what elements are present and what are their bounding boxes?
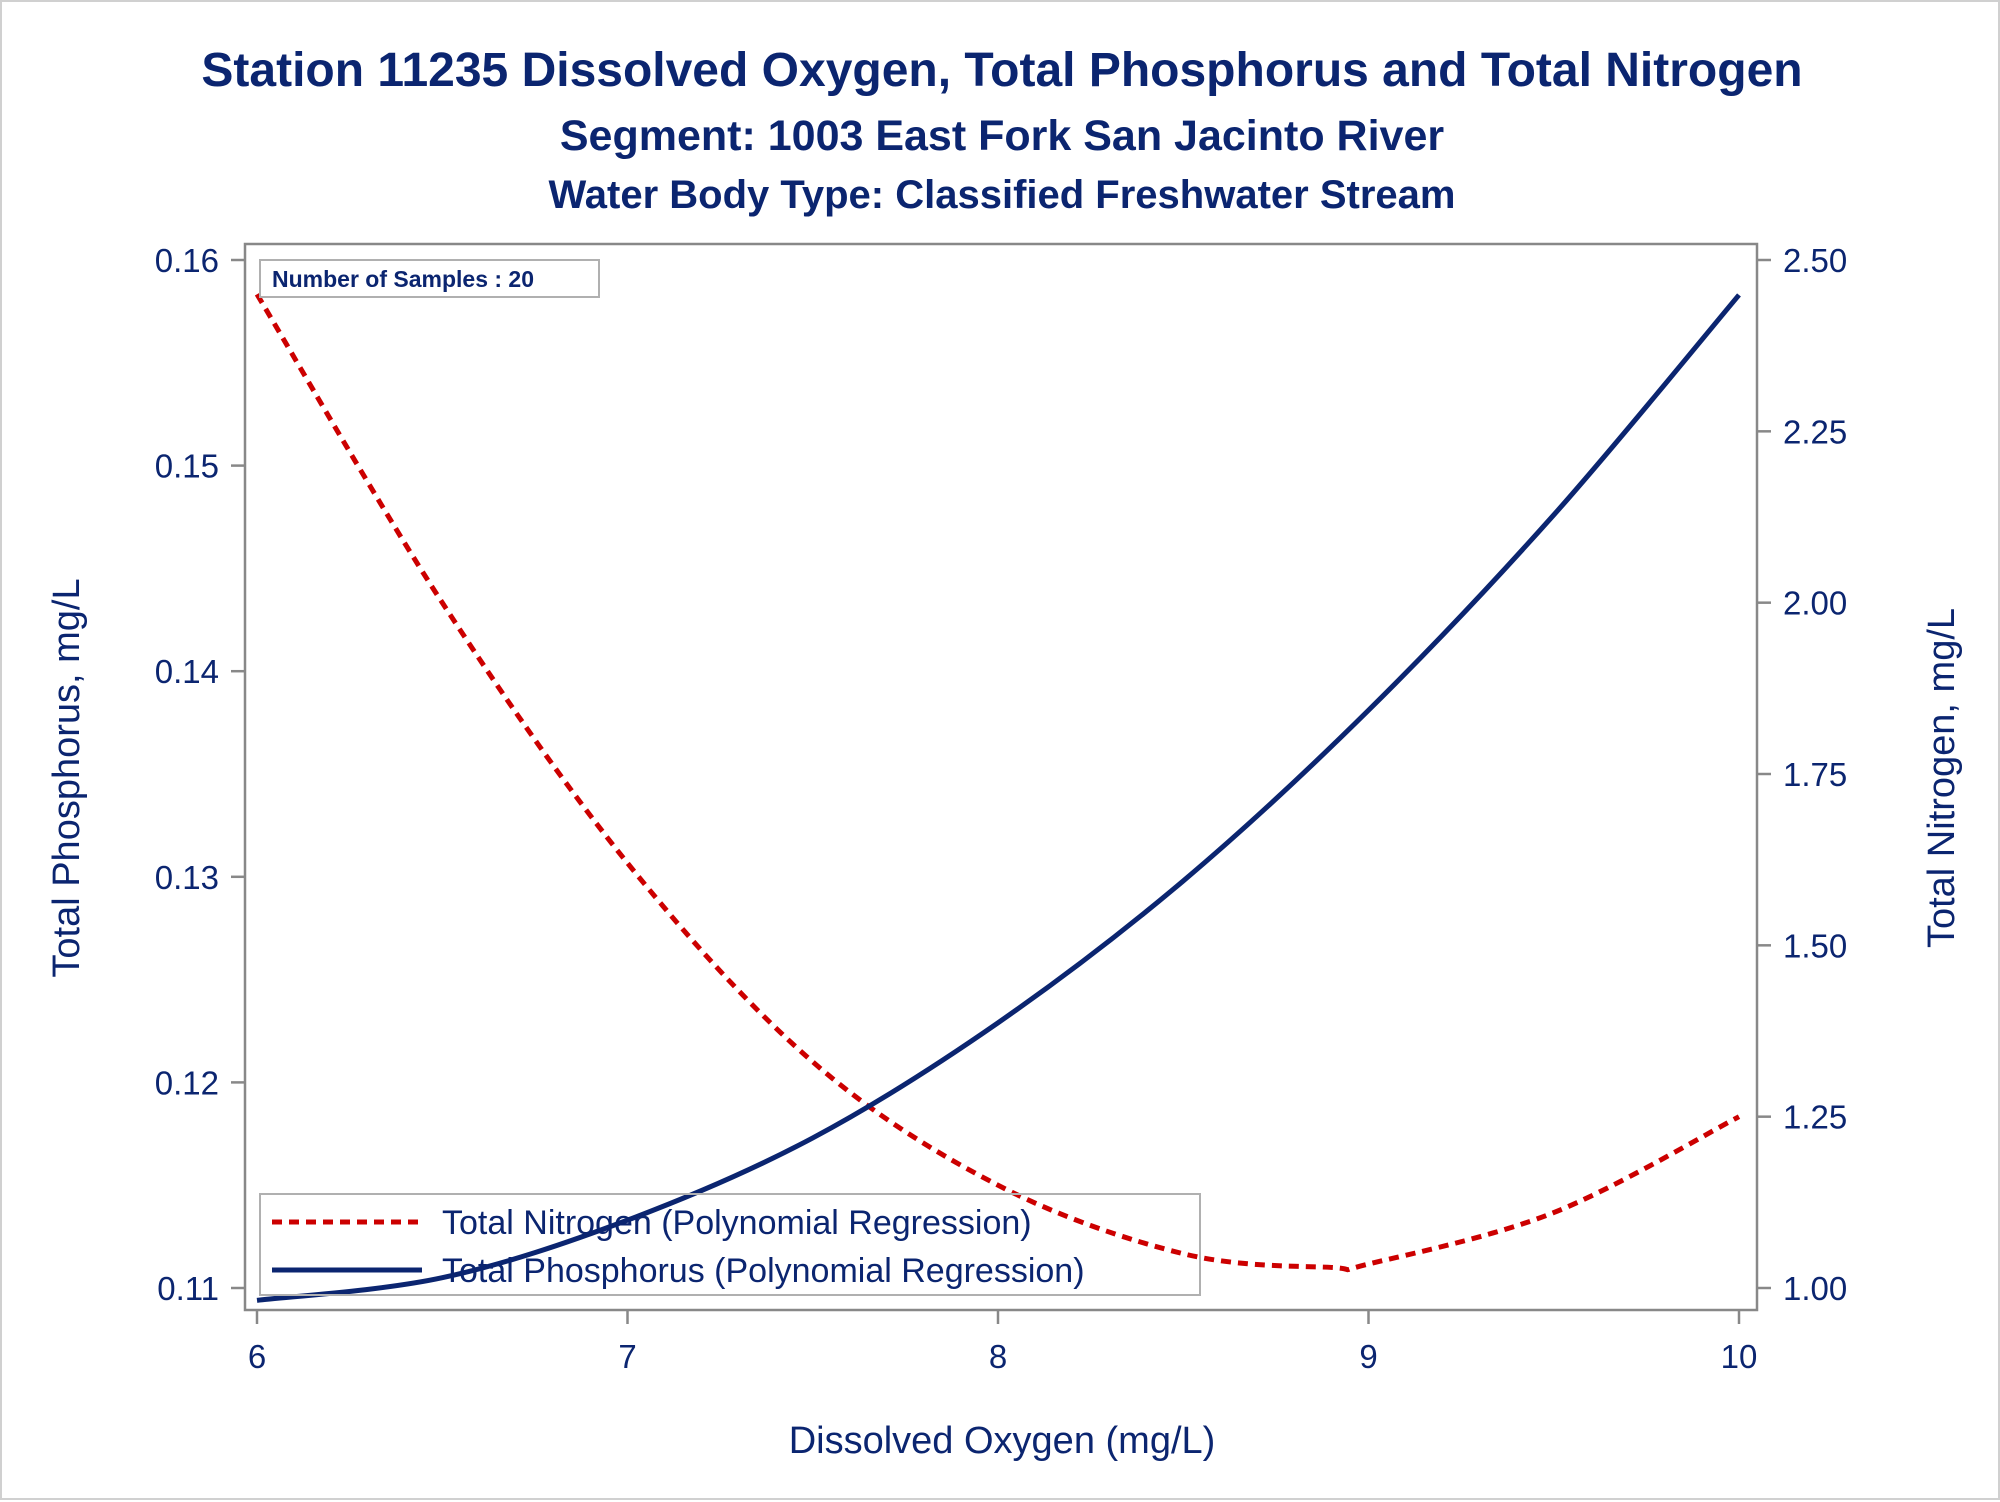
y-axis-left: 0.11 0.12 0.13 0.14 0.15 0.16 — [155, 242, 245, 1307]
y-tick-label: 0.11 — [157, 1270, 219, 1307]
legend-label-nitrogen: Total Nitrogen (Polynomial Regression) — [442, 1204, 1032, 1242]
y2-tick-label: 2.25 — [1783, 413, 1847, 450]
y2-tick-label: 2.50 — [1783, 242, 1847, 279]
x-axis: 6 7 8 9 10 — [248, 1310, 1758, 1375]
x-tick-label: 8 — [989, 1338, 1007, 1375]
y2-tick-label: 1.50 — [1783, 927, 1847, 964]
y2-tick-label: 2.00 — [1783, 585, 1847, 622]
y2-tick-label: 1.75 — [1783, 756, 1847, 793]
chart-subtitle: Segment: 1003 East Fork San Jacinto Rive… — [560, 112, 1444, 160]
y-tick-label: 0.14 — [155, 653, 219, 690]
y-tick-label: 0.15 — [155, 448, 219, 485]
x-axis-label: Dissolved Oxygen (mg/L) — [789, 1420, 1216, 1462]
series-layer — [254, 292, 1741, 1303]
series-line-phosphorus — [256, 293, 1741, 1303]
legend-label-phosphorus: Total Phosphorus (Polynomial Regression) — [442, 1252, 1085, 1290]
y2-tick-label: 1.00 — [1783, 1270, 1847, 1307]
y-axis-label: Total Phosphorus, mg/L — [46, 578, 88, 977]
y-tick-label: 0.13 — [155, 859, 219, 896]
x-tick-label: 6 — [248, 1338, 266, 1375]
y2-tick-label: 1.25 — [1783, 1099, 1847, 1136]
samples-inset-box — [259, 259, 600, 298]
plot-area-border — [243, 242, 1759, 1312]
samples-inset-text: Number of Samples : 20 — [272, 266, 534, 292]
chart-title: Station 11235 Dissolved Oxygen, Total Ph… — [201, 44, 1802, 97]
x-tick-label: 7 — [618, 1338, 636, 1375]
y2-axis-label: Total Nitrogen, mg/L — [1921, 608, 1963, 948]
y-axis-right: 1.00 1.25 1.50 1.75 2.00 2.25 2.50 — [1757, 242, 1847, 1307]
x-tick-label: 9 — [1359, 1338, 1377, 1375]
x-tick-label: 10 — [1721, 1338, 1758, 1375]
y-tick-label: 0.12 — [155, 1064, 219, 1101]
legend-box — [259, 1193, 1201, 1296]
chart-subtitle-2: Water Body Type: Classified Freshwater S… — [549, 173, 1456, 217]
series-line-nitrogen — [254, 292, 1741, 1273]
y-tick-label: 0.16 — [155, 242, 219, 279]
legend: Total Nitrogen (Polynomial Regression) T… — [259, 1193, 1201, 1296]
